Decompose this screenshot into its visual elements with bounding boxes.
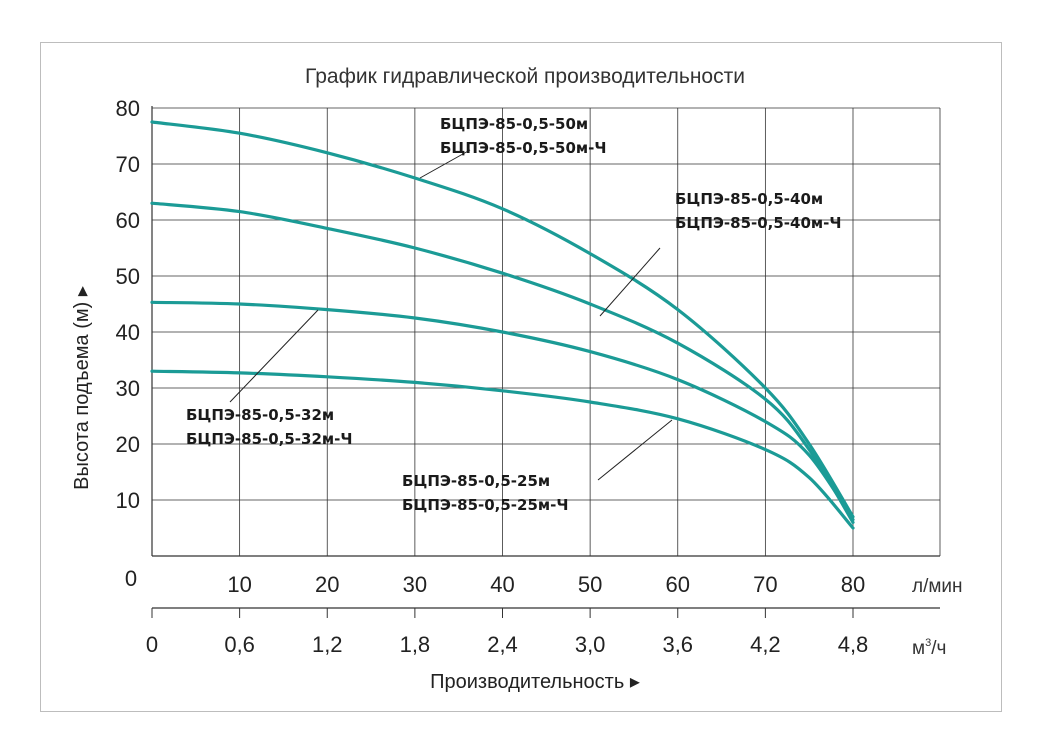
- leader-line: [229, 309, 319, 403]
- chart-frame: [40, 42, 1002, 712]
- y-tick-label: 50: [116, 264, 140, 289]
- series-label: БЦПЭ-85-0,5-25м: [402, 472, 550, 490]
- y-tick-label: 80: [116, 96, 140, 121]
- y-origin-label: 0: [125, 566, 137, 591]
- x-tick-label: 40: [490, 572, 514, 597]
- x-axis-label: Производительность ▸: [430, 671, 640, 693]
- axes: [151, 106, 940, 618]
- series-label: БЦПЭ-85-0,5-50м-Ч: [440, 139, 607, 157]
- y-tick-label: 60: [116, 208, 140, 233]
- series-label: БЦПЭ-85-0,5-40м: [675, 190, 823, 208]
- x2-unit-tail: /ч: [931, 638, 946, 659]
- x2-unit-base: м: [912, 638, 925, 659]
- y-tick-label: 40: [116, 320, 140, 345]
- y-axis-label: Высота подъема (м) ▸: [71, 286, 93, 490]
- x2-tick-label: 4,2: [750, 632, 781, 657]
- curves: [150, 120, 855, 530]
- series-label: БЦПЭ-85-0,5-32м: [186, 406, 334, 424]
- series-curve: [150, 300, 855, 522]
- series-curve: [150, 369, 855, 530]
- x-tick-label: 10: [227, 572, 251, 597]
- series-label: БЦПЭ-85-0,5-40м-Ч: [675, 214, 842, 232]
- x2-unit-sup: 3: [925, 637, 931, 649]
- x-unit-label: л/мин: [912, 576, 963, 597]
- x-tick-label: 30: [403, 572, 427, 597]
- x-tick-label: 20: [315, 572, 339, 597]
- leader-line: [599, 247, 661, 317]
- x2-tick-label: 2,4: [487, 632, 518, 657]
- grid: [152, 107, 941, 556]
- y-tick-label: 30: [116, 376, 140, 401]
- series-label: БЦПЭ-85-0,5-32м-Ч: [186, 430, 353, 448]
- y-tick-label: 70: [116, 152, 140, 177]
- y-tick-label: 10: [116, 488, 140, 513]
- x2-tick-label: 0,6: [224, 632, 255, 657]
- chart-title: График гидравлической производительности: [305, 65, 745, 88]
- x-tick-label: 70: [753, 572, 777, 597]
- series-curve: [150, 201, 855, 524]
- leader-lines: [229, 149, 673, 481]
- series-labels: БЦПЭ-85-0,5-50м БЦПЭ-85-0,5-50м-Ч БЦПЭ-85-…: [186, 115, 842, 514]
- y-tick-label: 20: [116, 432, 140, 457]
- x2-tick-label: 1,8: [400, 632, 431, 657]
- tick-labels: 10 20 30 40 50 60 70 80 0 10 20 30 40 50 60 70 80 0 0,6 1,2…: [116, 96, 869, 657]
- series-label: БЦПЭ-85-0,5-50м: [440, 115, 588, 133]
- x-tick-label: 80: [841, 572, 865, 597]
- leader-line: [419, 149, 471, 179]
- x2-unit-label: м3/ч: [912, 637, 946, 659]
- leader-line: [597, 419, 673, 481]
- series-label: БЦПЭ-85-0,5-25м-Ч: [402, 496, 569, 514]
- x-tick-label: 50: [578, 572, 602, 597]
- x2-tick-label: 0: [146, 632, 158, 657]
- x-tick-label: 60: [666, 572, 690, 597]
- x2-tick-label: 4,8: [838, 632, 869, 657]
- x2-tick-label: 3,0: [575, 632, 606, 657]
- x2-tick-label: 1,2: [312, 632, 343, 657]
- x2-tick-label: 3,6: [662, 632, 693, 657]
- series-curve: [150, 120, 855, 519]
